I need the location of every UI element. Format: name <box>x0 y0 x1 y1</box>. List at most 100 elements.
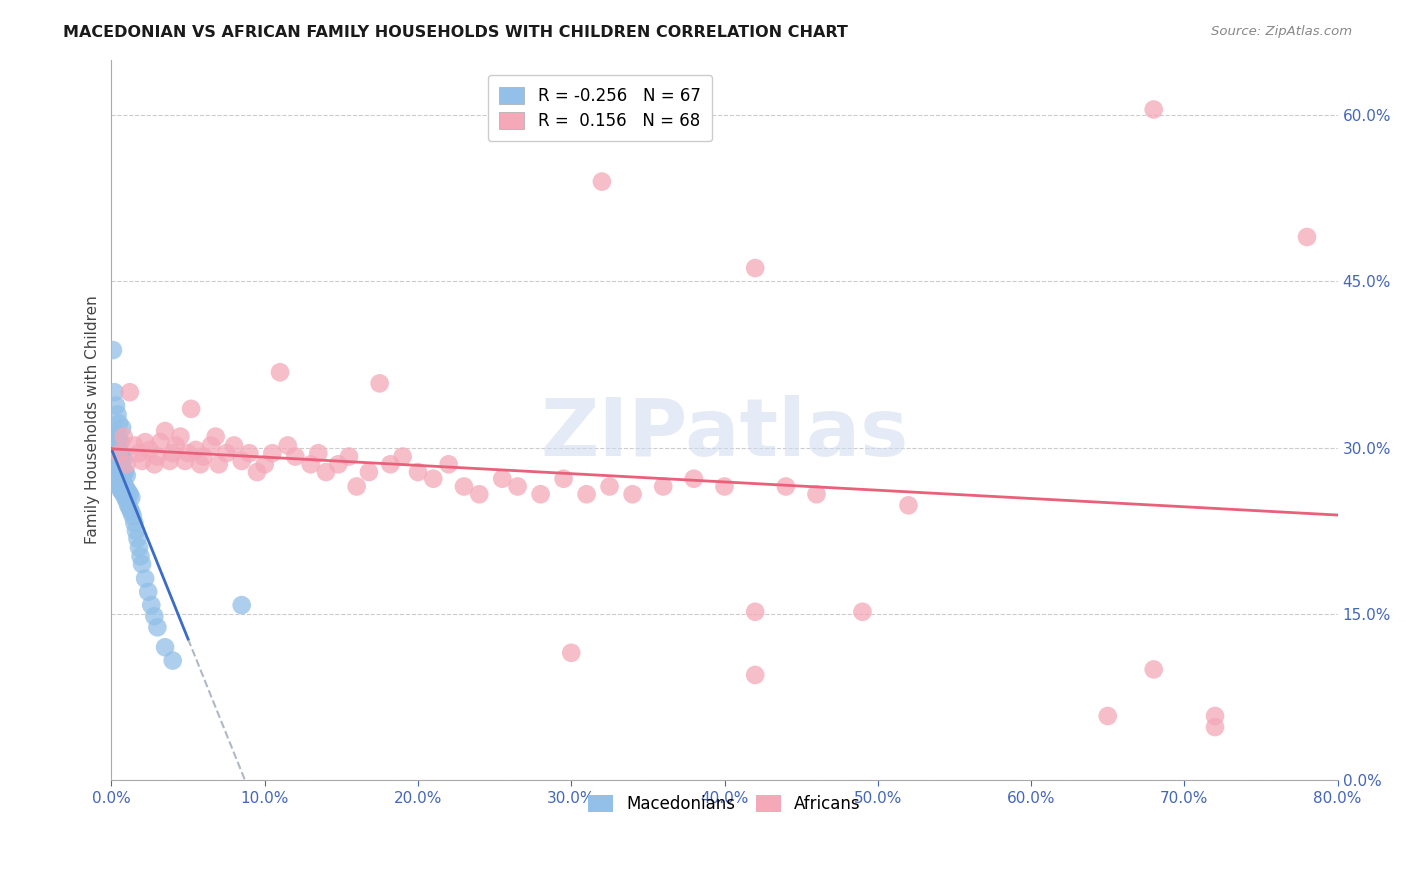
Point <box>269 365 291 379</box>
Point <box>108 446 131 460</box>
Point <box>246 465 269 479</box>
Point <box>103 385 125 400</box>
Point <box>118 385 141 400</box>
Point <box>897 499 920 513</box>
Point <box>112 451 135 466</box>
Point <box>422 472 444 486</box>
Point <box>380 458 402 472</box>
Point <box>391 450 413 464</box>
Point <box>117 499 139 513</box>
Point <box>112 429 135 443</box>
Point <box>806 487 828 501</box>
Point <box>337 450 360 464</box>
Point <box>208 458 231 472</box>
Point <box>222 438 245 452</box>
Point <box>120 505 142 519</box>
Point <box>114 479 136 493</box>
Point <box>101 343 124 357</box>
Point <box>103 451 125 466</box>
Point <box>110 435 132 450</box>
Point <box>204 429 226 443</box>
Point <box>103 463 125 477</box>
Point <box>231 454 253 468</box>
Point <box>107 450 129 464</box>
Point <box>357 465 380 479</box>
Point <box>105 474 128 488</box>
Point <box>125 524 148 538</box>
Point <box>683 472 706 486</box>
Point <box>107 465 129 479</box>
Point <box>131 454 153 468</box>
Point <box>138 442 160 457</box>
Point <box>775 479 797 493</box>
Text: MACEDONIAN VS AFRICAN FAMILY HOUSEHOLDS WITH CHILDREN CORRELATION CHART: MACEDONIAN VS AFRICAN FAMILY HOUSEHOLDS … <box>63 25 848 40</box>
Point <box>193 450 215 464</box>
Point <box>143 458 166 472</box>
Point <box>124 438 146 452</box>
Text: ZIPatlas: ZIPatlas <box>540 395 908 474</box>
Point <box>1204 720 1226 734</box>
Point <box>136 584 159 599</box>
Point <box>128 446 150 460</box>
Point <box>328 458 350 472</box>
Point <box>713 479 735 493</box>
Point <box>1143 103 1166 117</box>
Point <box>115 483 138 497</box>
Point <box>101 435 124 450</box>
Point <box>114 465 136 479</box>
Point <box>184 442 207 457</box>
Point <box>1143 662 1166 676</box>
Point <box>108 468 131 483</box>
Point <box>165 438 187 452</box>
Point <box>105 399 128 413</box>
Point <box>128 541 150 555</box>
Point <box>146 620 169 634</box>
Point <box>108 479 131 493</box>
Point <box>141 598 163 612</box>
Point <box>105 435 128 450</box>
Point <box>103 442 125 457</box>
Point <box>108 454 131 468</box>
Point <box>169 429 191 443</box>
Point <box>112 476 135 491</box>
Point <box>599 479 621 493</box>
Point <box>468 487 491 501</box>
Point <box>162 654 184 668</box>
Point <box>115 494 138 508</box>
Point <box>744 261 766 276</box>
Point <box>346 479 368 493</box>
Point <box>105 424 128 438</box>
Point <box>131 557 153 571</box>
Point <box>107 476 129 491</box>
Point <box>652 479 675 493</box>
Point <box>149 435 172 450</box>
Point <box>200 438 222 452</box>
Point <box>101 458 124 472</box>
Point <box>134 435 156 450</box>
Point <box>107 408 129 422</box>
Point <box>744 605 766 619</box>
Point <box>560 646 582 660</box>
Point <box>110 483 132 497</box>
Point <box>118 501 141 516</box>
Point <box>851 605 873 619</box>
Point <box>120 491 142 505</box>
Point <box>129 549 152 564</box>
Point <box>118 487 141 501</box>
Point <box>238 446 260 460</box>
Point <box>553 472 575 486</box>
Point <box>110 446 132 460</box>
Point <box>153 424 176 438</box>
Point <box>406 465 429 479</box>
Text: Source: ZipAtlas.com: Source: ZipAtlas.com <box>1212 25 1353 38</box>
Point <box>114 491 136 505</box>
Point <box>491 472 513 486</box>
Point <box>215 446 238 460</box>
Point <box>105 446 128 460</box>
Point <box>122 509 145 524</box>
Point <box>146 450 169 464</box>
Point <box>307 446 329 460</box>
Point <box>108 432 131 446</box>
Point <box>115 468 138 483</box>
Point <box>108 442 131 457</box>
